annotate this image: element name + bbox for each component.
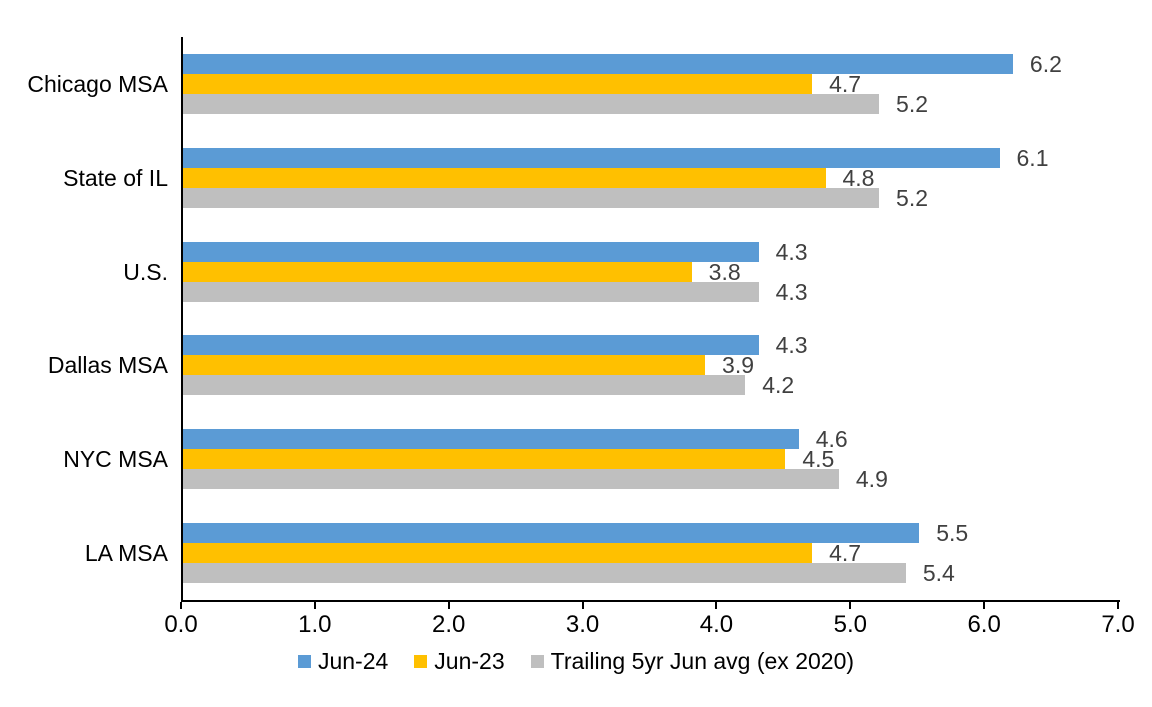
x-axis-tick-label: 4.0 <box>699 611 734 638</box>
legend-item-0: Jun-24 <box>297 648 389 675</box>
category-label: U.S. <box>123 258 168 285</box>
bar-value-label: 4.2 <box>762 372 795 399</box>
legend-label: Jun-23 <box>434 648 505 674</box>
category-label: NYC MSA <box>63 446 168 473</box>
bar-series-0-u-s- <box>183 241 759 262</box>
legend-label: Trailing 5yr Jun avg (ex 2020) <box>550 648 855 674</box>
bar-series-2-chicago-msa <box>183 93 880 114</box>
bar-value-label: 4.8 <box>842 164 875 191</box>
legend-label: Jun-24 <box>317 648 389 674</box>
bar-series-2-nyc-msa <box>183 469 839 490</box>
x-axis-tick <box>180 602 182 609</box>
bar-series-0-chicago-msa <box>183 53 1013 74</box>
legend-swatch-icon <box>414 655 428 668</box>
x-axis-tick <box>447 602 450 609</box>
category-label: State of IL <box>63 164 168 191</box>
bar-series-1-la-msa <box>183 543 813 564</box>
bar-series-1-chicago-msa <box>183 73 813 94</box>
bar-value-label: 5.5 <box>936 520 969 547</box>
x-axis-tick <box>581 602 584 609</box>
x-axis-tick <box>313 602 316 609</box>
bar-value-label: 4.9 <box>855 466 888 493</box>
x-axis-tick-label: 5.0 <box>833 611 867 638</box>
bar-series-2-dallas-msa <box>183 375 746 396</box>
bar-series-1-dallas-msa <box>183 355 706 376</box>
bar-series-0-state-of-il <box>183 147 1000 168</box>
bar-value-label: 4.7 <box>829 70 862 97</box>
x-axis-tick-label: 2.0 <box>432 611 466 638</box>
bar-value-label: 6.2 <box>1029 50 1062 77</box>
x-axis: 0.0 1.0 2.0 3.0 4.0 5.0 6.0 7.0 <box>164 602 1135 652</box>
bar-value-label: 6.1 <box>1016 144 1049 171</box>
bar-value-label: 4.5 <box>802 446 835 473</box>
x-axis-tick <box>715 602 718 609</box>
bar-value-label: 5.2 <box>896 90 929 117</box>
bar-value-label: 4.3 <box>775 332 808 359</box>
bar-value-label: 5.4 <box>922 560 955 587</box>
bar-series-2-state-of-il <box>183 187 880 208</box>
legend-swatch-icon <box>530 655 544 668</box>
bar-value-label: 3.8 <box>708 258 741 285</box>
x-axis-tick-label: 3.0 <box>565 611 600 638</box>
bar-series-1-nyc-msa <box>183 449 786 470</box>
bar-series-1-state-of-il <box>183 167 826 188</box>
legend-item-1: Jun-23 <box>414 648 505 675</box>
plot-area: 6.2 4.7 5.2 6.1 4.8 5.2 4.3 3.8 4.3 4.3 3.9 4.2 4.6 4… <box>181 37 1120 602</box>
category-label: LA MSA <box>84 540 168 567</box>
bar-value-label: 4.3 <box>775 278 808 305</box>
x-axis-tick-label: 7.0 <box>1101 611 1135 638</box>
x-axis-tick <box>1117 602 1119 609</box>
bar-value-label: 5.2 <box>896 184 929 211</box>
bar-value-label: 3.9 <box>722 352 755 379</box>
bar-series-2-la-msa <box>183 563 906 584</box>
bar-series-0-dallas-msa <box>183 335 759 356</box>
bar-series-2-u-s- <box>183 281 759 302</box>
bar-series-1-u-s- <box>183 261 692 282</box>
bar-value-label: 4.7 <box>829 540 862 567</box>
bar-series-0-la-msa <box>183 523 920 544</box>
category-label: Chicago MSA <box>27 70 168 97</box>
bar-series-0-nyc-msa <box>183 429 799 450</box>
bar-value-label: 4.6 <box>815 426 848 453</box>
x-axis-tick-label: 0.0 <box>164 611 198 638</box>
x-axis-tick <box>849 602 852 609</box>
legend-item-2: Trailing 5yr Jun avg (ex 2020) <box>530 648 855 675</box>
bar-value-label: 4.3 <box>775 238 808 265</box>
chart-legend: Jun-24 Jun-23 Trailing 5yr Jun avg (ex 202… <box>0 648 1152 675</box>
x-axis-tick <box>983 602 986 609</box>
category-label: Dallas MSA <box>47 352 168 379</box>
legend-swatch-icon <box>297 655 311 668</box>
x-axis-tick-label: 1.0 <box>298 611 332 638</box>
x-axis-tick-label: 6.0 <box>967 611 1001 638</box>
